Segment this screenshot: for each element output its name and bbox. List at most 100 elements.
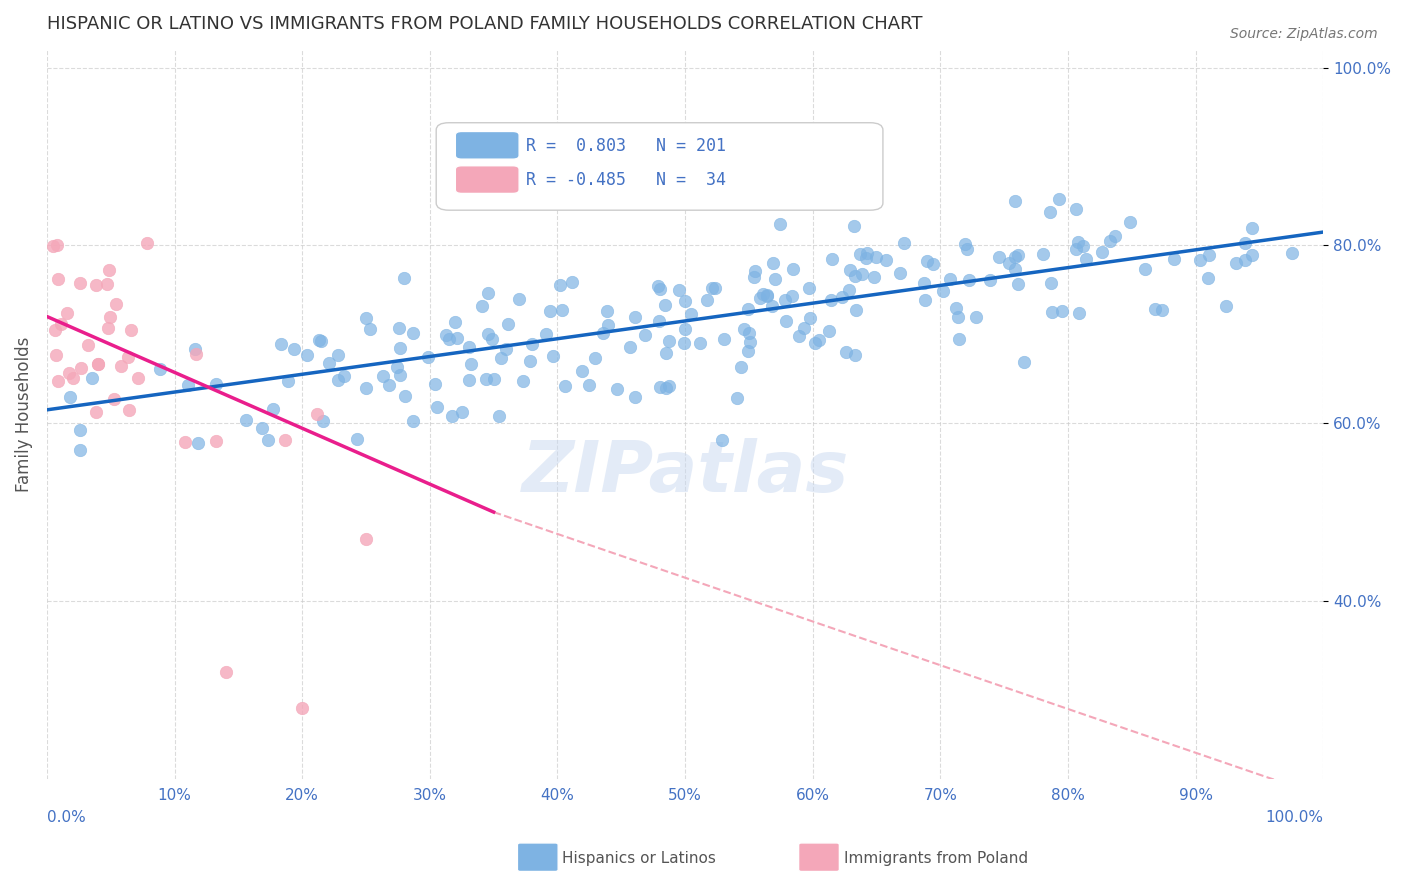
Point (508, 292, 530, 306)
Point (488, 409, 510, 423)
Point (679, 307, 702, 321)
Text: R = -0.485   N =  34: R = -0.485 N = 34 (526, 170, 725, 188)
Point (426, 400, 449, 414)
Point (654, 381, 676, 395)
Point (250, 421, 273, 435)
Point (578, 378, 600, 392)
Point (149, 361, 172, 376)
Point (96, 277, 118, 292)
Point (1144, 302, 1167, 317)
Point (889, 266, 911, 280)
Point (658, 334, 681, 348)
Point (1091, 244, 1114, 259)
Point (311, 334, 333, 348)
Point (1240, 248, 1263, 262)
Point (838, 262, 860, 277)
Point (1163, 252, 1185, 266)
Point (481, 332, 503, 346)
Point (851, 267, 873, 281)
Point (780, 289, 803, 303)
Point (624, 390, 647, 404)
Point (1040, 277, 1063, 291)
Point (1050, 304, 1073, 318)
Point (865, 250, 887, 264)
Point (957, 272, 980, 286)
Point (1039, 205, 1062, 219)
Point (127, 370, 149, 384)
Point (117, 350, 139, 364)
Point (235, 413, 257, 427)
Point (1071, 239, 1094, 253)
Point (495, 342, 517, 356)
Point (98, 310, 121, 325)
Point (755, 287, 778, 301)
Point (733, 322, 755, 336)
Point (647, 279, 669, 293)
Point (318, 356, 340, 370)
Point (561, 275, 583, 289)
Point (69, 276, 91, 290)
Point (1004, 250, 1026, 264)
Point (46, 237, 69, 252)
Point (775, 293, 797, 307)
Point (1104, 229, 1126, 244)
Point (451, 405, 474, 419)
Point (333, 369, 356, 384)
Point (842, 219, 865, 234)
Point (738, 326, 761, 341)
Point (457, 340, 479, 354)
Point (775, 314, 797, 328)
Text: 100.0%: 100.0% (1265, 811, 1323, 825)
Point (87, 357, 110, 371)
Point (1133, 262, 1156, 277)
Point (205, 376, 228, 391)
Point (62, 371, 84, 385)
Point (388, 368, 411, 382)
Point (56, 306, 79, 320)
Point (948, 332, 970, 346)
Point (1197, 270, 1219, 285)
Point (965, 310, 987, 325)
Point (97, 262, 120, 277)
Text: 0.0%: 0.0% (46, 811, 86, 825)
Point (979, 273, 1001, 287)
Point (650, 380, 672, 394)
Point (174, 435, 197, 450)
Text: Hispanics or Latinos: Hispanics or Latinos (562, 851, 716, 865)
Point (844, 269, 866, 284)
Point (845, 302, 868, 317)
Point (512, 374, 534, 388)
Point (624, 310, 647, 324)
Point (606, 382, 628, 396)
Point (42, 239, 65, 253)
Point (737, 301, 759, 316)
Point (761, 299, 783, 313)
Point (49, 318, 72, 332)
Point (444, 316, 467, 330)
Point (80, 371, 103, 385)
Point (835, 344, 858, 359)
Point (44, 323, 66, 337)
Point (931, 284, 953, 298)
Point (953, 236, 976, 251)
Point (948, 310, 970, 324)
Text: R =  0.803   N = 201: R = 0.803 N = 201 (526, 137, 725, 155)
Point (875, 252, 897, 267)
Point (291, 700, 314, 714)
Point (377, 378, 399, 392)
Point (77, 338, 100, 352)
Point (110, 359, 132, 373)
Text: ZIPatlas: ZIPatlas (522, 438, 849, 507)
Point (787, 329, 810, 343)
Point (270, 337, 292, 351)
Point (596, 304, 619, 318)
Point (118, 402, 141, 417)
Point (808, 333, 831, 347)
Point (184, 347, 207, 361)
Point (700, 281, 723, 295)
Point (519, 354, 541, 368)
Point (86, 405, 108, 419)
Point (1004, 262, 1026, 277)
Point (752, 286, 775, 301)
Point (1004, 194, 1026, 208)
